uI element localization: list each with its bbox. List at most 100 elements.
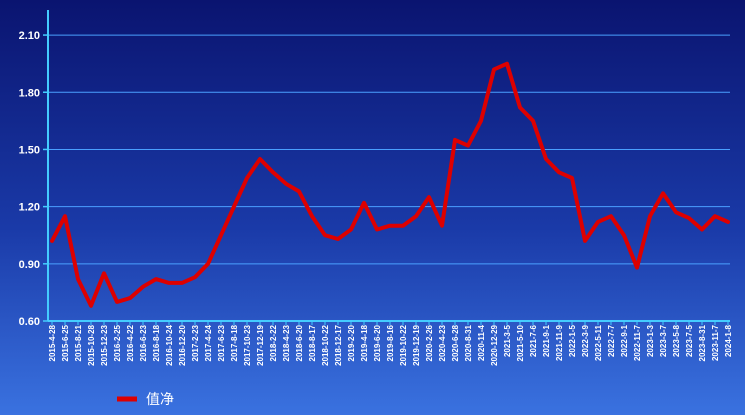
data-point <box>193 275 197 279</box>
data-point <box>557 170 561 174</box>
y-tick-label: 0.60 <box>19 316 40 328</box>
grid-lines <box>48 34 730 322</box>
data-point <box>50 239 54 243</box>
data-point <box>726 220 730 224</box>
x-tick-label: 2022-1-5 <box>568 324 577 357</box>
y-tick-label: 0.90 <box>19 259 40 271</box>
data-point <box>297 189 301 193</box>
data-point <box>310 214 314 218</box>
x-tick-label: 2015-12-23 <box>100 324 109 365</box>
x-tick-label: 2020-12-29 <box>490 324 499 365</box>
data-point <box>505 62 509 66</box>
x-tick-label: 2017-2-23 <box>191 324 200 361</box>
data-point <box>167 281 171 285</box>
x-tick-label: 2015-8-21 <box>74 324 83 361</box>
x-tick-label: 2017-4-24 <box>204 324 213 361</box>
data-point <box>414 214 418 218</box>
x-tick-label: 2022-9-1 <box>620 324 629 357</box>
x-tick-label: 2020-6-28 <box>451 324 460 361</box>
y-tick-label: 1.50 <box>19 144 40 156</box>
series-layer <box>50 61 730 308</box>
x-tick-label: 2020-11-4 <box>477 324 486 361</box>
x-tick-label: 2017-10-23 <box>243 324 252 365</box>
x-tick-label: 2018-8-17 <box>308 324 317 361</box>
x-tick-label: 2019-12-19 <box>412 324 421 365</box>
x-tick-label: 2020-2-26 <box>425 324 434 361</box>
data-point <box>245 176 249 180</box>
x-tick-label: 2018-6-20 <box>295 324 304 361</box>
data-point <box>583 239 587 243</box>
data-point <box>154 277 158 281</box>
y-tick-label: 1.80 <box>19 87 40 99</box>
data-point <box>596 220 600 224</box>
series-line <box>50 61 730 308</box>
y-axis: 0.60 0.90 1.20 1.50 1.80 2.10 <box>19 10 49 328</box>
x-tick-label: 2024-1-8 <box>724 324 733 357</box>
x-tick-label: 2023-11-7 <box>711 324 720 361</box>
legend: 值净 <box>117 392 174 408</box>
x-tick-label: 2022-11-7 <box>633 324 642 361</box>
x-tick-label: 2021-11-9 <box>555 324 564 361</box>
data-point <box>700 228 704 231</box>
x-tick-label: 2017-12-19 <box>256 324 265 365</box>
data-point <box>76 277 80 281</box>
data-point <box>141 285 145 289</box>
x-tick-label: 2016-2-25 <box>113 324 122 361</box>
x-tick-label: 2021-3-5 <box>503 324 512 357</box>
data-point <box>128 296 132 300</box>
x-tick-label: 2023-1-3 <box>646 324 655 357</box>
x-tick-label: 2023-7-5 <box>685 324 694 357</box>
x-tick-label: 2022-3-9 <box>581 324 590 357</box>
data-point <box>102 271 106 275</box>
data-point <box>89 304 93 308</box>
x-tick-label: 2020-4-23 <box>438 324 447 361</box>
data-point <box>635 266 639 270</box>
data-point <box>284 182 288 186</box>
data-point <box>609 214 613 218</box>
data-point <box>531 119 535 123</box>
data-point <box>362 201 366 205</box>
data-point <box>336 237 340 241</box>
x-tick-label: 2021-7-6 <box>529 324 538 357</box>
x-tick-label: 2021-9-1 <box>542 324 551 357</box>
x-tick-label: 2016-8-18 <box>152 324 161 361</box>
data-point <box>63 214 67 218</box>
data-point <box>466 144 470 148</box>
data-point <box>232 205 236 209</box>
data-point <box>115 300 119 304</box>
x-tick-label: 2017-6-23 <box>217 324 226 361</box>
data-point <box>518 106 522 109</box>
x-tick-label: 2019-10-22 <box>399 324 408 365</box>
x-tick-label: 2017-8-18 <box>230 324 239 361</box>
data-point <box>401 224 405 228</box>
data-point <box>258 157 262 161</box>
x-axis: 2015-4-28 2015-6-25 2015-8-21 2015-10-28 201… <box>48 320 733 366</box>
x-tick-label: 2022-7-7 <box>607 324 616 357</box>
x-tick-label: 2018-12-17 <box>334 324 343 365</box>
data-point <box>323 233 327 237</box>
x-tick-label: 2016-12-20 <box>178 324 187 365</box>
data-point <box>219 233 223 237</box>
x-tick-label: 2021-5-10 <box>516 324 525 361</box>
x-tick-label: 2016-10-24 <box>165 324 174 365</box>
x-tick-label: 2018-2-22 <box>269 324 278 361</box>
data-point <box>479 119 483 123</box>
x-tick-label: 2023-8-31 <box>698 324 707 361</box>
x-tick-label: 2015-4-28 <box>48 324 57 361</box>
x-tick-label: 2016-6-23 <box>139 324 148 361</box>
data-point <box>674 210 678 214</box>
data-point <box>427 195 431 199</box>
x-tick-label: 2019-8-16 <box>386 324 395 361</box>
x-tick-label: 2023-5-8 <box>672 324 681 357</box>
y-tick-label: 1.20 <box>19 202 40 214</box>
data-point <box>687 216 691 220</box>
data-point <box>622 233 626 237</box>
x-tick-label: 2018-10-22 <box>321 324 330 365</box>
data-point <box>388 224 392 228</box>
x-tick-label: 2023-3-7 <box>659 324 668 357</box>
x-tick-label: 2019-2-20 <box>347 324 356 361</box>
data-point <box>661 191 665 195</box>
legend-label: 值净 <box>146 392 174 408</box>
data-point <box>349 228 353 231</box>
